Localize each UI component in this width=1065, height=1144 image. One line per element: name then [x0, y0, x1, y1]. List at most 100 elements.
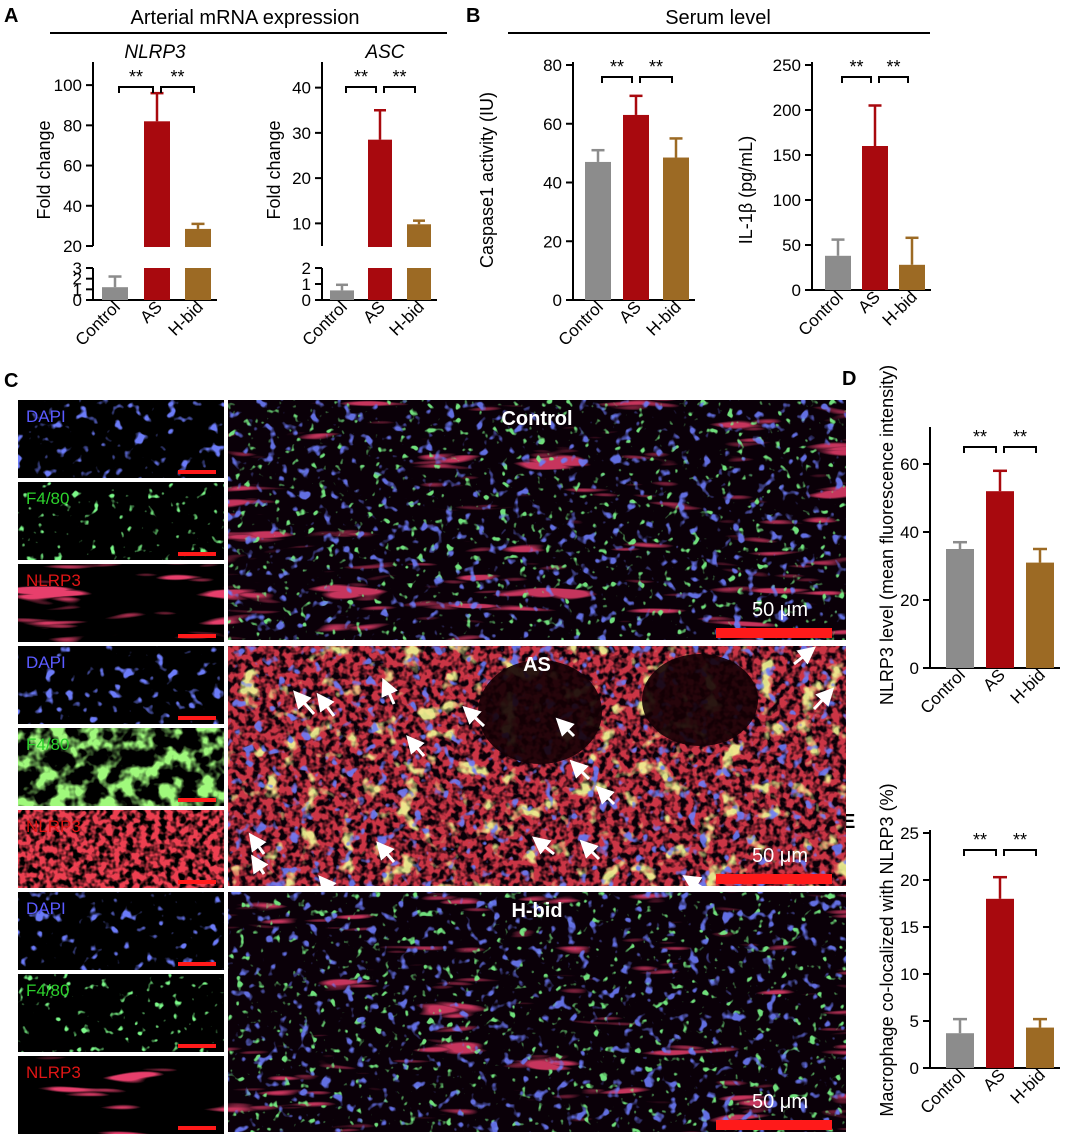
channel-texture	[18, 1056, 224, 1134]
significance-label: **	[649, 57, 663, 77]
merged-title: Control	[501, 408, 572, 430]
small-scale-bar	[178, 634, 216, 638]
y-tick-label: 100	[54, 76, 82, 95]
y-tick-label: 40	[900, 523, 919, 542]
y-tick-label: 20	[543, 232, 562, 251]
significance-bracket	[963, 446, 997, 453]
bar-h-bid	[663, 157, 689, 300]
bar-as	[623, 114, 649, 300]
channel-label: NLRP3	[26, 817, 81, 836]
bar-as	[862, 146, 888, 290]
white-arrow	[555, 717, 576, 738]
white-arrow	[251, 854, 269, 875]
scale-bar	[716, 1120, 832, 1130]
white-arrow	[531, 836, 555, 856]
small-scale-bar	[178, 1126, 216, 1130]
bar-control	[102, 287, 128, 300]
bar-as	[368, 139, 392, 300]
x-tick-label: Control	[795, 287, 847, 339]
significance-label: **	[886, 57, 900, 77]
y-tick-label: 20	[63, 237, 82, 256]
channel-label: DAPI	[26, 653, 66, 672]
chart-nlrp3-fluorescence: 0 20 40 60 Control ASH-bid ** ** NLRP3 level (me…	[877, 365, 1060, 718]
y-tick-label: 0	[792, 281, 801, 300]
y-axis-label: Fold change	[264, 120, 284, 219]
y-axis-label: Caspase1 activity (IU)	[477, 92, 497, 268]
x-tick-label: H-bid	[165, 297, 207, 339]
bar-h-bid	[1026, 562, 1054, 668]
bar-as	[144, 121, 170, 300]
chart-title: ASC	[364, 42, 404, 63]
y-tick-label: 0	[73, 291, 82, 310]
axis-break-gap	[94, 247, 220, 268]
y-tick-label: 15	[900, 918, 919, 937]
channel-texture	[18, 810, 224, 888]
y-tick-label: 1	[302, 275, 311, 294]
small-scale-bar	[178, 880, 216, 884]
y-axis-label: NLRP3 level (mean fluorescence intensity…	[877, 365, 897, 705]
scale-bar-label: 50 μm	[752, 599, 808, 621]
lumen-void	[642, 654, 758, 746]
y-tick-label: 5	[910, 1012, 919, 1031]
chart-macrophage-colocalization: 0 5 10 15 20 25 Control ASH-bid ** ** Macrophage c…	[877, 783, 1060, 1118]
panel-letter-b: B	[466, 5, 480, 27]
chart-title: NLRP3	[124, 42, 186, 63]
scale-bar	[716, 628, 832, 638]
merged-title: AS	[523, 654, 551, 676]
y-tick-label: 30	[292, 124, 311, 143]
scale-bar-label: 50 μm	[752, 1091, 808, 1113]
merged-blue-layer	[228, 892, 846, 1132]
y-axis-label: IL-1β (pg/mL)	[736, 136, 756, 244]
white-arrow	[381, 677, 398, 705]
white-arrow	[569, 759, 591, 781]
y-tick-label: 250	[773, 56, 801, 75]
significance-label: **	[392, 67, 406, 87]
x-tick-label: AS	[979, 1065, 1008, 1094]
small-scale-bar	[178, 1044, 216, 1048]
y-tick-label: 40	[63, 197, 82, 216]
micrograph-group-as: DAPI F4/80 NLRP3 AS 50 μm	[18, 646, 846, 895]
scale-bar-label: 50 μm	[752, 845, 808, 867]
y-tick-label: 60	[543, 115, 562, 134]
x-tick-label: H-bid	[643, 297, 685, 339]
y-tick-label: 10	[292, 214, 311, 233]
y-tick-label: 100	[773, 191, 801, 210]
y-tick-label: 50	[782, 236, 801, 255]
bar-as	[986, 491, 1014, 668]
axis-break-gap	[323, 247, 440, 268]
y-tick-label: 2	[73, 270, 82, 289]
bar-control	[946, 1033, 974, 1068]
significance-bracket	[841, 76, 872, 83]
channel-label: F4/80	[26, 735, 69, 754]
white-arrow	[462, 705, 486, 728]
significance-label: **	[170, 67, 184, 87]
significance-bracket	[878, 76, 909, 83]
x-tick-label: Control	[917, 665, 969, 717]
x-tick-label: H-bid	[1007, 1065, 1049, 1107]
channel-texture	[18, 482, 224, 560]
merged-title: H-bid	[511, 900, 562, 922]
x-tick-label: AS	[615, 297, 644, 326]
small-scale-bar	[178, 470, 216, 474]
x-tick-label: H-bid	[879, 287, 921, 329]
white-arrow	[293, 690, 316, 715]
panel-letter-c: C	[4, 370, 18, 392]
chart-caspase1: 0 20 40 60 80 Control ASH-bid ** ** Caspase1 acti…	[477, 56, 695, 350]
bar-control	[946, 549, 974, 668]
y-tick-label: 40	[292, 79, 311, 98]
channel-texture	[18, 400, 224, 478]
channel-texture	[18, 728, 224, 806]
significance-bracket	[601, 76, 633, 83]
small-scale-bar	[178, 552, 216, 556]
y-tick-label: 80	[63, 116, 82, 135]
y-tick-label: 40	[543, 174, 562, 193]
channel-label: DAPI	[26, 899, 66, 918]
micrograph-group-control: DAPI F4/80 NLRP3 Control 50 μm	[18, 400, 846, 642]
channel-label: F4/80	[26, 981, 69, 1000]
y-tick-label: 0	[302, 291, 311, 310]
micrograph-group-h-bid: DAPI F4/80 NLRP3 H-bid 50 μm	[18, 892, 846, 1134]
lumen-void	[478, 660, 602, 764]
x-tick-label: H-bid	[386, 297, 428, 339]
y-tick-label: 80	[543, 56, 562, 75]
